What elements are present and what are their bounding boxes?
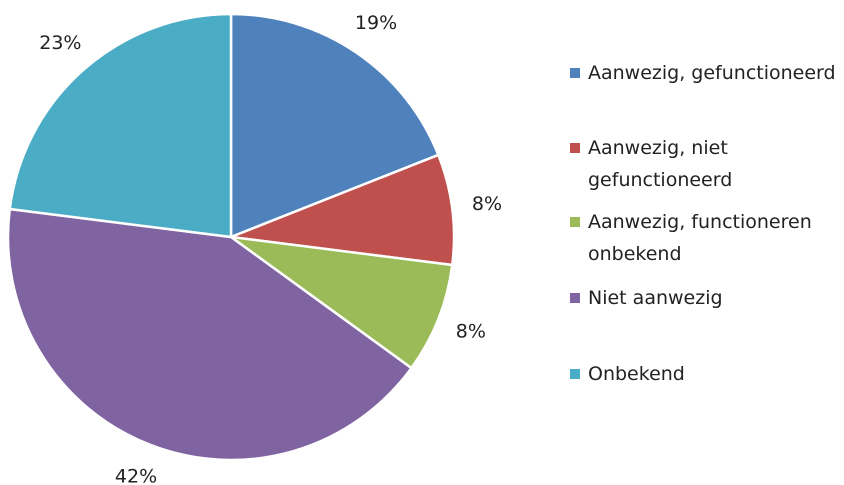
legend-entry: Aanwezig, gefunctioneerd bbox=[570, 57, 840, 89]
legend-swatch bbox=[570, 68, 580, 78]
legend-label: Onbekend bbox=[588, 363, 685, 385]
legend-label: Aanwezig, gefunctioneerd bbox=[588, 62, 836, 84]
legend-entry: Aanwezig, niet gefunctioneerd bbox=[570, 132, 840, 196]
legend-entry: Aanwezig, functioneren onbekend bbox=[570, 206, 840, 270]
data-label: 23% bbox=[39, 32, 81, 54]
legend-swatch bbox=[570, 369, 580, 379]
legend-swatch bbox=[570, 217, 580, 227]
legend-label: Niet aanwezig bbox=[588, 287, 723, 309]
pie-slice bbox=[6, 207, 414, 462]
data-label: 8% bbox=[456, 320, 486, 342]
pie-slice bbox=[230, 235, 454, 370]
pie-slice bbox=[230, 153, 456, 267]
legend-swatch bbox=[570, 293, 580, 303]
legend-swatch bbox=[570, 143, 580, 153]
legend-entry: Niet aanwezig bbox=[570, 282, 840, 314]
data-label: 19% bbox=[355, 12, 397, 34]
pie-slice bbox=[229, 12, 440, 239]
pie-slice bbox=[8, 12, 233, 239]
data-label: 42% bbox=[115, 465, 157, 485]
data-label: 8% bbox=[472, 193, 502, 215]
legend-label: Aanwezig, niet gefunctioneerd bbox=[588, 137, 733, 191]
chart: 19% 8% 8% 42% 23% bbox=[6, 12, 502, 485]
legend-label: Aanwezig, functioneren onbekend bbox=[588, 211, 812, 265]
legend-entry: Onbekend bbox=[570, 358, 840, 390]
